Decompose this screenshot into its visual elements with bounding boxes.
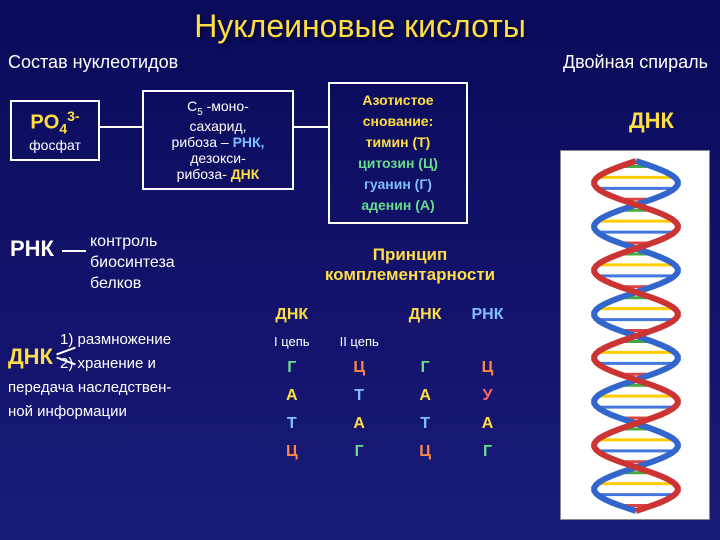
connector-arrow	[62, 250, 86, 252]
comp-h1: Принцип	[300, 245, 520, 265]
comp-cell: Ц	[457, 355, 517, 381]
comp-cell: Г	[457, 439, 517, 465]
page-title: Нуклеиновые кислоты	[0, 0, 720, 45]
sugar-line2: сахарид,	[154, 118, 282, 134]
dnk-label: ДНК	[8, 344, 53, 370]
comp-chain1: I цепь	[260, 330, 324, 353]
comp-cell: Т	[395, 411, 456, 437]
comp-hdr-dnk2: ДНК	[395, 302, 456, 328]
comp-cell: Г	[395, 355, 456, 381]
phosphate-formula: PO43-	[22, 108, 88, 137]
dnk-side-label: ДНК	[629, 108, 674, 134]
dnk-func3: передача наследствен-	[8, 376, 280, 400]
comp-cell: А	[326, 411, 393, 437]
sugar-line1: С5 -моно-	[154, 98, 282, 118]
sugar-line5: рибоза- ДНК	[154, 166, 282, 182]
comp-row: ТАТА	[260, 411, 517, 437]
rnk-label: РНК	[10, 236, 54, 262]
base-guanine: гуанин (Г)	[340, 174, 456, 195]
complementarity-header: Принцип комплементарности	[300, 245, 520, 285]
comp-header-row: ДНК ДНК РНК	[260, 302, 517, 328]
comp-chain-row: I цепь II цепь	[260, 330, 517, 353]
complementarity-table: ДНК ДНК РНК I цепь II цепь ГЦГЦАТАУТАТАЦ…	[258, 300, 519, 467]
base-adenine: аденин (А)	[340, 195, 456, 216]
comp-cell: У	[457, 383, 517, 409]
comp-cell: Ц	[326, 355, 393, 381]
bases-header2: снование:	[340, 111, 456, 132]
comp-cell: Г	[326, 439, 393, 465]
sugar-box: С5 -моно- сахарид, рибоза – РНК, дезокси…	[142, 90, 294, 190]
comp-chain2: II цепь	[326, 330, 393, 353]
dna-helix-image	[560, 150, 710, 520]
comp-cell: А	[260, 383, 324, 409]
dnk-func4: ной информации	[8, 400, 280, 424]
comp-hdr-rnk: РНК	[457, 302, 517, 328]
dnk-func1: 1) размножение	[60, 328, 280, 352]
rnk-func2: биосинтеза	[90, 253, 250, 274]
helix-svg	[561, 151, 711, 521]
phosphate-box: PO43- фосфат	[10, 100, 100, 161]
comp-cell: Г	[260, 355, 324, 381]
phosphate-label: фосфат	[22, 137, 88, 153]
base-thymine: тимин (Т)	[340, 132, 456, 153]
rnk-func3: белков	[90, 274, 250, 295]
comp-row: ГЦГЦ	[260, 355, 517, 381]
comp-row: АТАУ	[260, 383, 517, 409]
comp-hdr-dnk1: ДНК	[260, 302, 324, 328]
bases-box: Азотистое снование: тимин (Т) цитозин (Ц…	[328, 82, 468, 224]
comp-cell: Т	[260, 411, 324, 437]
sugar-line4: дезокси-	[154, 150, 282, 166]
comp-cell: Т	[326, 383, 393, 409]
comp-cell: Ц	[260, 439, 324, 465]
base-cytosine: цитозин (Ц)	[340, 153, 456, 174]
bases-header1: Азотистое	[340, 90, 456, 111]
comp-cell: А	[457, 411, 517, 437]
comp-row: ЦГЦГ	[260, 439, 517, 465]
connector-arrow	[100, 126, 142, 128]
sugar-line3: рибоза – РНК,	[154, 134, 282, 150]
connector-arrow	[294, 126, 328, 128]
comp-h2: комплементарности	[300, 265, 520, 285]
dnk-function: 1) размножение 2) хранение и передача на…	[60, 328, 280, 424]
comp-cell: Ц	[395, 439, 456, 465]
subtitle-helix: Двойная спираль	[563, 52, 708, 73]
comp-cell: А	[395, 383, 456, 409]
rnk-func1: контроль	[90, 232, 250, 253]
rnk-function: контроль биосинтеза белков	[90, 232, 250, 294]
subtitle-nucleotides: Состав нуклеотидов	[8, 52, 178, 73]
dnk-func2: 2) хранение и	[60, 352, 280, 376]
